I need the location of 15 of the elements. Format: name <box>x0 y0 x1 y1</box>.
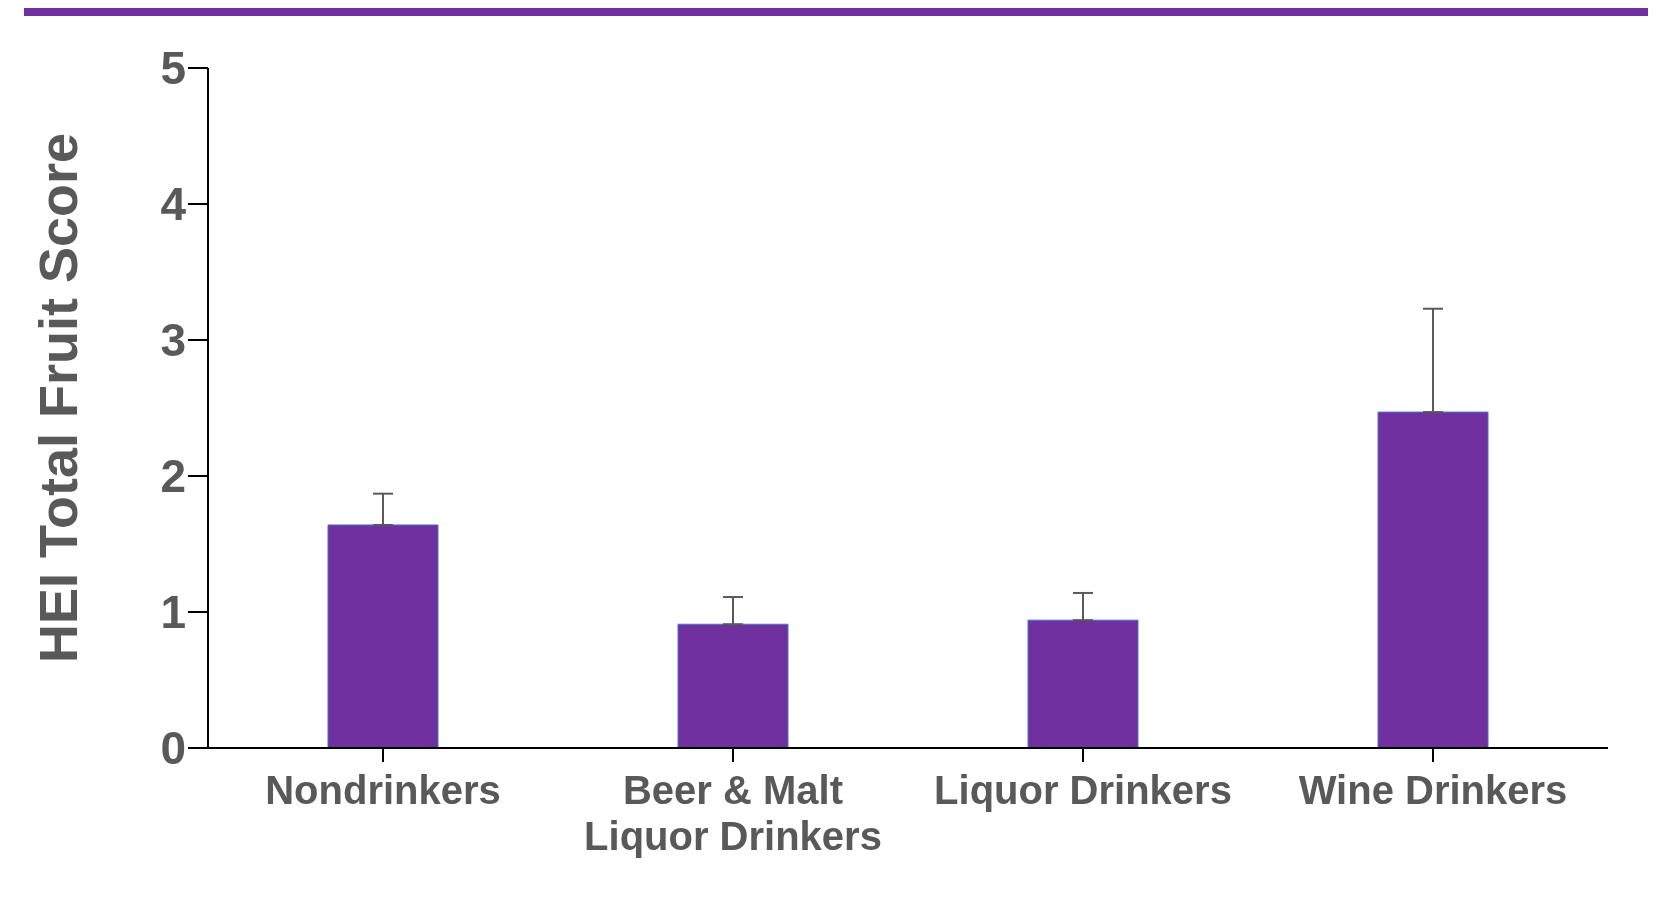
y-tick-label: 1 <box>160 586 186 639</box>
y-tick-label: 2 <box>160 450 186 503</box>
x-tick-label: Liquor Drinkers <box>934 768 1232 812</box>
x-tick-label: Nondrinkers <box>265 768 501 812</box>
x-tick-label: Beer & Malt Liquor Drinkers <box>584 768 882 858</box>
y-tick-label: 4 <box>160 178 187 231</box>
y-tick-label: 5 <box>160 42 186 95</box>
bar <box>677 623 789 748</box>
bar <box>1027 619 1139 748</box>
y-tick-label: 0 <box>160 722 186 775</box>
y-tick-label: 3 <box>160 314 186 367</box>
y-axis-title: HEI Total Fruit Score <box>28 132 89 664</box>
bar <box>1377 411 1489 748</box>
x-tick-label: Wine Drinkers <box>1298 768 1568 812</box>
bar <box>327 524 439 748</box>
